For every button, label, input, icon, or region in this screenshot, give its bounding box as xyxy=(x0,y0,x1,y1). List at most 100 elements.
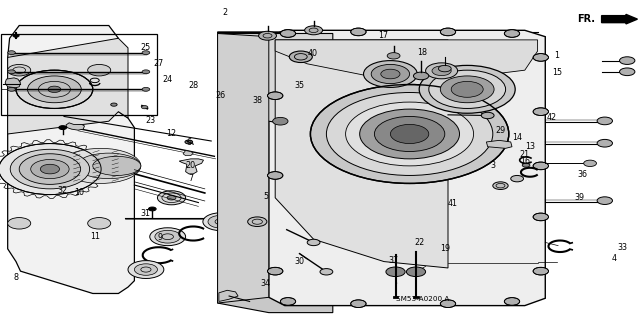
Text: 19: 19 xyxy=(440,244,450,253)
Polygon shape xyxy=(218,33,269,303)
Text: 33: 33 xyxy=(617,243,627,252)
Circle shape xyxy=(346,102,474,166)
Polygon shape xyxy=(486,140,512,148)
Text: 9: 9 xyxy=(157,233,163,242)
Circle shape xyxy=(533,267,548,275)
Polygon shape xyxy=(8,26,134,293)
Circle shape xyxy=(371,64,410,84)
Text: 16: 16 xyxy=(520,157,530,166)
Text: 32: 32 xyxy=(58,186,68,195)
Circle shape xyxy=(268,172,283,179)
Circle shape xyxy=(504,30,520,37)
Text: 26: 26 xyxy=(216,91,226,100)
Polygon shape xyxy=(218,33,333,131)
Circle shape xyxy=(280,30,296,37)
Circle shape xyxy=(511,175,524,182)
Polygon shape xyxy=(218,32,333,313)
Circle shape xyxy=(429,70,506,108)
Circle shape xyxy=(533,213,548,221)
Circle shape xyxy=(246,210,268,221)
Circle shape xyxy=(155,230,180,243)
Circle shape xyxy=(522,163,530,167)
Polygon shape xyxy=(275,40,538,80)
Circle shape xyxy=(208,215,234,228)
Circle shape xyxy=(8,64,31,76)
Text: 41: 41 xyxy=(448,199,458,208)
Polygon shape xyxy=(183,151,193,156)
Text: 29: 29 xyxy=(495,126,506,135)
Circle shape xyxy=(386,267,405,277)
Circle shape xyxy=(597,197,612,204)
Circle shape xyxy=(13,34,19,37)
Polygon shape xyxy=(219,290,238,301)
Text: 21: 21 xyxy=(520,150,530,159)
Circle shape xyxy=(157,191,186,205)
Ellipse shape xyxy=(77,153,141,179)
Circle shape xyxy=(141,106,148,109)
Polygon shape xyxy=(269,30,545,306)
Circle shape xyxy=(142,51,150,55)
Text: 2: 2 xyxy=(223,8,228,17)
Circle shape xyxy=(259,31,276,40)
Ellipse shape xyxy=(93,156,141,175)
Circle shape xyxy=(268,92,283,100)
Circle shape xyxy=(351,300,366,308)
Text: 6: 6 xyxy=(186,138,191,147)
Circle shape xyxy=(310,85,509,183)
Circle shape xyxy=(364,61,417,87)
Circle shape xyxy=(8,70,15,74)
Text: SM53-A0200 A: SM53-A0200 A xyxy=(396,296,449,302)
Circle shape xyxy=(440,76,494,103)
Text: 11: 11 xyxy=(90,232,100,241)
Polygon shape xyxy=(179,159,204,174)
Circle shape xyxy=(620,68,635,76)
Circle shape xyxy=(28,76,81,103)
FancyArrow shape xyxy=(602,14,637,24)
Circle shape xyxy=(241,207,273,223)
Text: 22: 22 xyxy=(414,238,424,247)
Circle shape xyxy=(533,162,548,170)
Text: 31: 31 xyxy=(141,209,151,218)
Polygon shape xyxy=(5,78,20,88)
Ellipse shape xyxy=(61,148,141,183)
Text: 37: 37 xyxy=(388,256,399,265)
Circle shape xyxy=(584,160,596,167)
Text: 13: 13 xyxy=(525,142,535,151)
Circle shape xyxy=(406,267,426,277)
Circle shape xyxy=(40,164,60,174)
Circle shape xyxy=(438,65,451,72)
Circle shape xyxy=(268,267,283,275)
Text: 4: 4 xyxy=(612,254,617,263)
Text: 42: 42 xyxy=(547,113,557,122)
Circle shape xyxy=(620,57,635,64)
Circle shape xyxy=(203,213,239,231)
Text: 1: 1 xyxy=(554,51,559,60)
Circle shape xyxy=(533,108,548,115)
Polygon shape xyxy=(275,40,448,268)
Text: 34: 34 xyxy=(260,279,271,288)
Circle shape xyxy=(597,117,612,125)
Text: 23: 23 xyxy=(145,116,156,125)
Text: 3: 3 xyxy=(490,161,495,170)
Circle shape xyxy=(419,65,515,113)
Circle shape xyxy=(360,109,460,159)
Circle shape xyxy=(273,117,288,125)
Circle shape xyxy=(16,70,93,108)
Circle shape xyxy=(134,264,157,275)
Circle shape xyxy=(8,218,31,229)
Circle shape xyxy=(88,64,111,76)
Text: 14: 14 xyxy=(512,133,522,142)
Circle shape xyxy=(451,81,483,97)
Text: 7: 7 xyxy=(188,174,193,183)
Text: 38: 38 xyxy=(252,96,262,105)
Circle shape xyxy=(88,218,111,229)
Text: 20: 20 xyxy=(186,161,196,170)
Text: 17: 17 xyxy=(378,31,388,40)
Circle shape xyxy=(167,196,176,200)
Circle shape xyxy=(111,103,117,106)
Polygon shape xyxy=(8,38,128,134)
Text: 8: 8 xyxy=(13,273,19,282)
Text: 12: 12 xyxy=(166,129,177,138)
Circle shape xyxy=(0,144,101,195)
Polygon shape xyxy=(66,123,84,130)
